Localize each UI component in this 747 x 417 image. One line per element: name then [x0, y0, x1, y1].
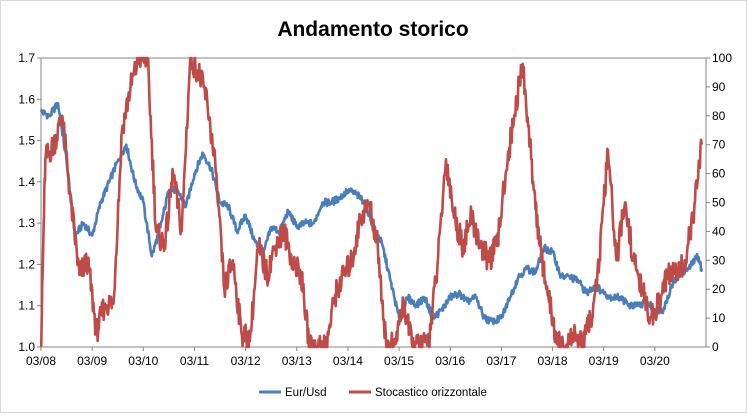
- y-right-tick-label: 50: [712, 196, 726, 210]
- x-tick-label: 03/10: [128, 354, 158, 368]
- x-tick-label: 03/08: [26, 354, 56, 368]
- x-tick-label: 03/19: [589, 354, 619, 368]
- y-left-tick-label: 1.7: [18, 51, 35, 65]
- y-right-tick-label: 100: [712, 51, 732, 65]
- x-tick-label: 03/14: [333, 354, 363, 368]
- y-left-tick-label: 1.5: [18, 134, 35, 148]
- y-right-tick-label: 80: [712, 109, 726, 123]
- plot-frame: [40, 57, 707, 348]
- x-tick-label: 03/09: [77, 354, 107, 368]
- x-tick-label: 03/11: [180, 354, 209, 368]
- y-right-tick-label: 0: [712, 340, 719, 354]
- x-tick-label: 03/18: [538, 354, 568, 368]
- y-right-tick-label: 10: [712, 311, 726, 325]
- legend-label: Eur/Usd: [285, 387, 327, 399]
- y-right-tick-label: 40: [712, 224, 726, 238]
- plot-area: 1.0 1.1 1.2 1.3 1.4 1.5 1.6 1.7 0 10 20 30 40 50 60 70 8…: [18, 51, 732, 368]
- legend: Eur/Usd Stocastico orizzontale: [259, 387, 487, 399]
- y-left-tick-label: 1.2: [18, 257, 35, 271]
- x-tick-label: 03/16: [435, 354, 465, 368]
- y-left-tick-label: 1.4: [18, 175, 35, 189]
- x-tick-label: 03/12: [231, 354, 261, 368]
- y-left-tick-label: 1.6: [18, 92, 35, 106]
- y-right-tick-label: 90: [712, 80, 726, 94]
- y-left-tick-label: 1.3: [18, 216, 35, 230]
- x-tick-label: 03/17: [486, 354, 516, 368]
- x-tick-label: 03/13: [282, 354, 312, 368]
- y-right-tick-label: 30: [712, 253, 726, 267]
- series-line-stocastico: [39, 56, 703, 349]
- y-left-tick-label: 1.1: [18, 299, 35, 313]
- y-right-tick-label: 60: [712, 167, 726, 181]
- y-right-tick-label: 20: [712, 282, 726, 296]
- legend-label: Stocastico orizzontale: [375, 387, 487, 399]
- y-left-tick-label: 1.0: [18, 340, 35, 354]
- y-right-tick-label: 70: [712, 138, 726, 152]
- x-tick-label: 03/20: [640, 354, 670, 368]
- x-tick-label: 03/15: [384, 354, 414, 368]
- chart-title: Andamento storico: [277, 18, 468, 41]
